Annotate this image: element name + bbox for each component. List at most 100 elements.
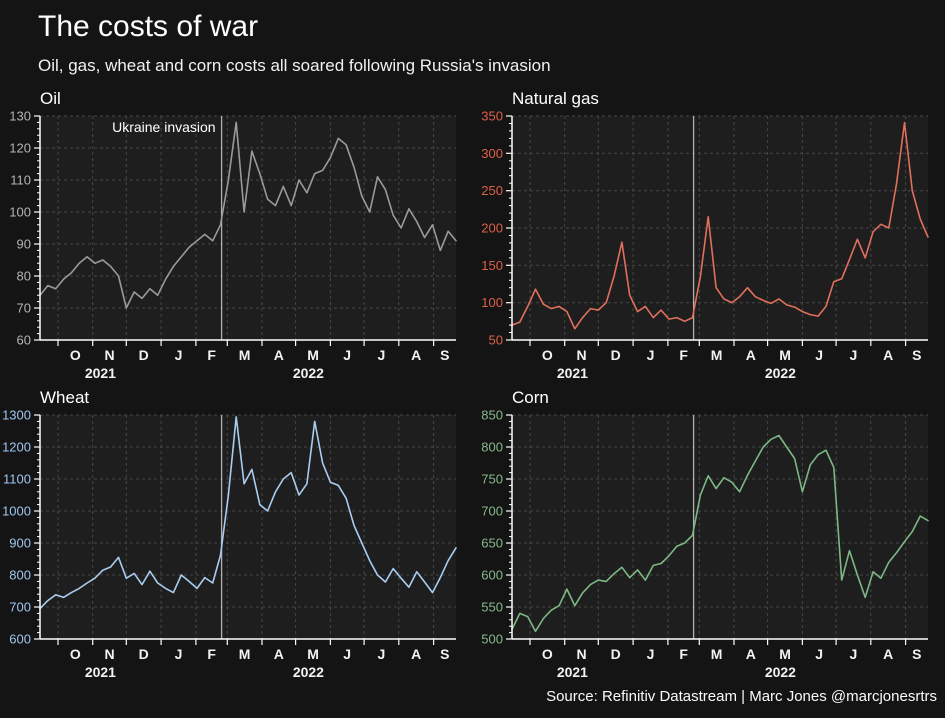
y-tick-label: 50 bbox=[489, 333, 503, 348]
month-label: A bbox=[274, 347, 284, 363]
month-label: M bbox=[239, 347, 251, 363]
month-label: M bbox=[779, 347, 791, 363]
month-label: N bbox=[104, 646, 114, 662]
month-label: M bbox=[779, 646, 791, 662]
month-label: D bbox=[611, 646, 621, 662]
month-label: J bbox=[378, 646, 386, 662]
month-label: F bbox=[679, 646, 688, 662]
year-label: 2022 bbox=[293, 664, 324, 680]
y-tick-label: 1200 bbox=[2, 440, 31, 455]
year-label: 2022 bbox=[293, 365, 324, 381]
y-tick-label: 600 bbox=[9, 632, 31, 647]
chart-title-wheat: Wheat bbox=[40, 388, 90, 407]
month-label: J bbox=[343, 646, 351, 662]
year-label: 2021 bbox=[557, 365, 588, 381]
month-label: J bbox=[850, 347, 858, 363]
y-tick-label: 120 bbox=[9, 141, 31, 156]
month-label: J bbox=[378, 347, 386, 363]
chart-panel-wheat: Wheat 600 700 800 900 1000 1100 1200 1300 O N D J F M… bbox=[0, 387, 472, 686]
page-subtitle: Oil, gas, wheat and corn costs all soare… bbox=[38, 56, 551, 75]
month-label: A bbox=[746, 347, 756, 363]
month-label: J bbox=[815, 646, 823, 662]
month-label: O bbox=[542, 646, 553, 662]
plot-area bbox=[40, 415, 456, 639]
year-label: 2021 bbox=[85, 365, 116, 381]
month-label: M bbox=[307, 646, 319, 662]
month-label: J bbox=[647, 347, 655, 363]
wheat-chart: 600 700 800 900 1000 1100 1200 1300 O N D J F M A M J J A S… bbox=[2, 409, 457, 680]
month-label: M bbox=[307, 347, 319, 363]
y-tick-label: 700 bbox=[481, 504, 503, 519]
y-tick-label: 1300 bbox=[2, 409, 31, 423]
month-label: D bbox=[611, 347, 621, 363]
month-label: S bbox=[912, 347, 921, 363]
month-label: S bbox=[440, 347, 449, 363]
natural-gas-chart: 50 100 150 200 250 300 350 O N D J F M A M J J A S 2021 2022 bbox=[481, 110, 929, 381]
month-label: A bbox=[883, 347, 893, 363]
source-credit: Source: Refinitiv Datastream | Marc Jone… bbox=[546, 688, 937, 705]
month-label: M bbox=[711, 347, 723, 363]
month-label: S bbox=[912, 646, 921, 662]
y-tick-label: 500 bbox=[481, 632, 503, 647]
month-label: J bbox=[647, 646, 655, 662]
y-tick-label: 130 bbox=[9, 110, 31, 124]
year-label: 2022 bbox=[765, 365, 796, 381]
chart-panel-oil: Oil 60 70 80 90 100 110 120 130 O N D J F M A M J J A S 2021… bbox=[0, 88, 472, 387]
year-label: 2021 bbox=[85, 664, 116, 680]
month-label: A bbox=[411, 347, 421, 363]
month-label: M bbox=[239, 646, 251, 662]
oil-chart: 60 70 80 90 100 110 120 130 O N D J F M A M J J A S 2021 2022… bbox=[9, 110, 457, 381]
y-tick-label: 750 bbox=[481, 472, 503, 487]
header: The costs of war Oil, gas, wheat and cor… bbox=[0, 0, 945, 76]
month-label: A bbox=[883, 646, 893, 662]
month-label: J bbox=[175, 347, 183, 363]
month-label: D bbox=[139, 646, 149, 662]
month-label: O bbox=[542, 347, 553, 363]
month-label: A bbox=[274, 646, 284, 662]
y-tick-label: 800 bbox=[9, 568, 31, 583]
plot-area bbox=[40, 116, 456, 340]
month-label: J bbox=[815, 347, 823, 363]
month-label: F bbox=[679, 347, 688, 363]
month-label: N bbox=[576, 646, 586, 662]
y-tick-label: 600 bbox=[481, 568, 503, 583]
wheat-series-line bbox=[39, 416, 457, 610]
invasion-annotation: Ukraine invasion bbox=[112, 119, 216, 135]
month-label: D bbox=[139, 347, 149, 363]
month-label: J bbox=[175, 646, 183, 662]
y-tick-label: 200 bbox=[481, 221, 503, 236]
y-tick-label: 900 bbox=[9, 536, 31, 551]
plot-area bbox=[512, 415, 928, 639]
y-tick-label: 300 bbox=[481, 146, 503, 161]
natural-gas-series-line bbox=[511, 121, 929, 330]
corn-series-line bbox=[511, 434, 929, 633]
month-label: S bbox=[440, 646, 449, 662]
corn-chart: 500 550 600 650 700 750 800 850 O N D J F M A M J J A S 2021… bbox=[481, 409, 929, 680]
y-tick-label: 1000 bbox=[2, 504, 31, 519]
y-tick-label: 850 bbox=[481, 409, 503, 423]
chart-panel-corn: Corn 500 550 600 650 700 750 800 850 O N D J F M A M J J A… bbox=[472, 387, 945, 686]
y-tick-label: 60 bbox=[17, 333, 31, 348]
y-tick-label: 1100 bbox=[3, 472, 31, 487]
month-label: J bbox=[850, 646, 858, 662]
plot-area bbox=[512, 116, 928, 340]
chart-title-natural-gas: Natural gas bbox=[512, 89, 599, 108]
y-tick-label: 350 bbox=[481, 110, 503, 124]
month-label: A bbox=[746, 646, 756, 662]
y-tick-label: 80 bbox=[17, 269, 31, 284]
month-label: M bbox=[711, 646, 723, 662]
month-label: N bbox=[576, 347, 586, 363]
month-label: F bbox=[207, 646, 216, 662]
year-label: 2021 bbox=[557, 664, 588, 680]
chart-panel-natural-gas: Natural gas 50 100 150 200 250 300 350 O N D J F M A M… bbox=[472, 88, 945, 387]
month-label: J bbox=[343, 347, 351, 363]
month-label: O bbox=[70, 646, 81, 662]
y-tick-label: 800 bbox=[481, 440, 503, 455]
y-tick-label: 70 bbox=[17, 301, 31, 316]
y-tick-label: 150 bbox=[481, 258, 503, 273]
page-title: The costs of war bbox=[38, 10, 259, 43]
y-tick-label: 700 bbox=[9, 600, 31, 615]
y-tick-label: 250 bbox=[481, 183, 503, 198]
month-label: F bbox=[207, 347, 216, 363]
